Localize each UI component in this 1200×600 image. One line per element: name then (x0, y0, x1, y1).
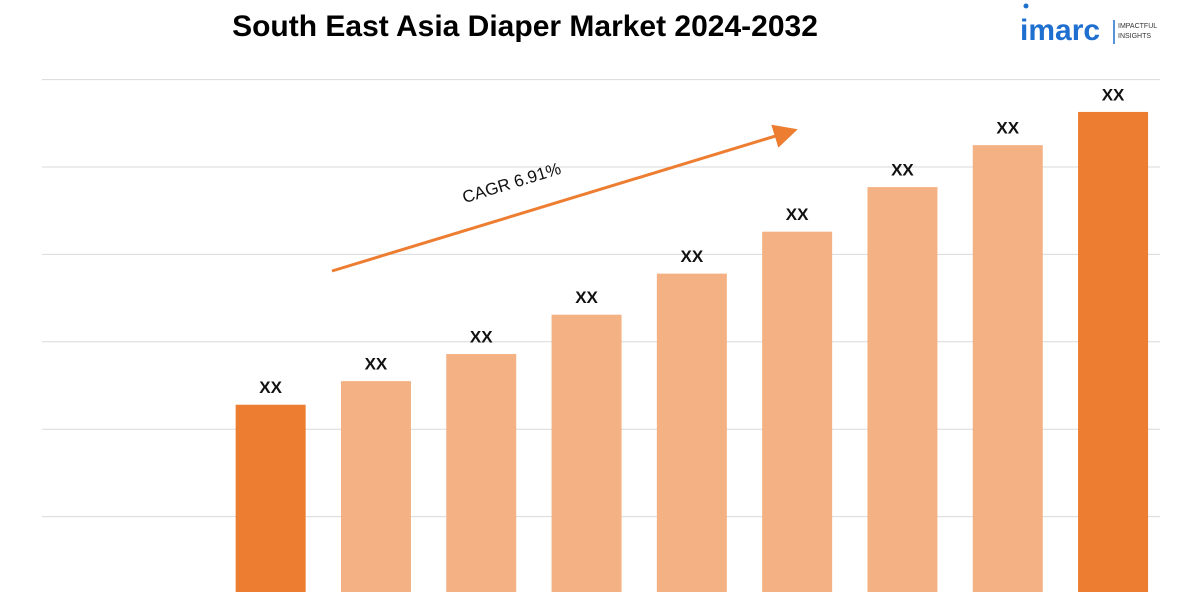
bar (762, 231, 833, 592)
logo-dot (1023, 3, 1029, 9)
value-label: XX (786, 205, 809, 224)
value-label: XX (681, 247, 704, 266)
bar (1078, 111, 1149, 593)
value-label: XX (996, 119, 1019, 138)
cagr-annotation: CAGR 6.91% (460, 159, 563, 207)
value-label: XX (259, 378, 282, 397)
chart-title: South East Asia Diaper Market 2024-2032 (232, 10, 818, 43)
bar (235, 404, 306, 592)
value-label: XX (575, 288, 598, 307)
trend-arrow (331, 124, 798, 273)
logo-tagline: INSIGHTS (1118, 33, 1151, 40)
bar (446, 354, 517, 592)
value-label: XX (1102, 85, 1125, 104)
value-label: XX (891, 161, 914, 180)
logo-brand: imarc (1020, 14, 1100, 47)
logo-tagline: IMPACTFUL (1118, 23, 1157, 30)
value-label: XX (365, 355, 388, 374)
bar (972, 145, 1043, 592)
logo: imarc IMPACTFUL INSIGHTS (1020, 3, 1157, 47)
bar (656, 273, 727, 592)
bar (551, 314, 622, 592)
bar (340, 381, 411, 592)
value-label: XX (470, 328, 493, 347)
bar (867, 187, 938, 593)
